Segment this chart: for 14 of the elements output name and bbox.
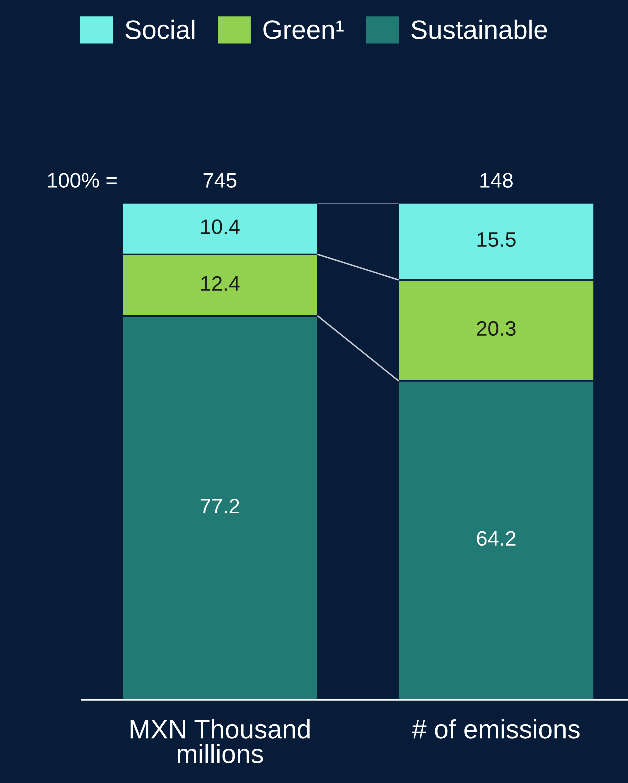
data-label: 15.5 xyxy=(478,232,516,248)
data-label: 77.2 xyxy=(200,499,240,514)
annotation: 148 xyxy=(480,173,513,188)
legend-label: Green¹ xyxy=(264,20,344,40)
data-label: 10.4 xyxy=(201,220,240,234)
annotation: 745 xyxy=(204,173,237,188)
data-label: 20.3 xyxy=(477,321,516,336)
legend-label: Sustainable xyxy=(412,20,548,40)
x-tick-label: MXN Thousand millions xyxy=(130,719,310,764)
text: 100% = xyxy=(48,173,117,188)
data-label: 12.4 xyxy=(201,276,240,291)
x-tick-label: # of emissions xyxy=(412,719,580,739)
legend-label: Social xyxy=(126,20,195,40)
data-label: 64.2 xyxy=(477,531,516,546)
